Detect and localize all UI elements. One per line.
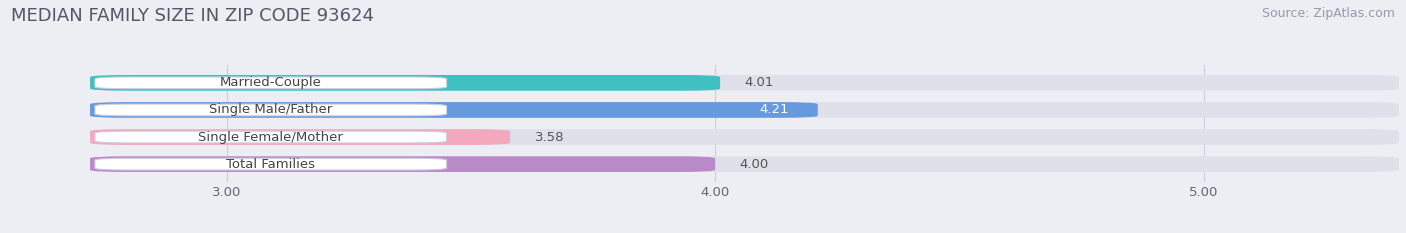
Text: 4.21: 4.21 [759, 103, 789, 116]
FancyBboxPatch shape [96, 131, 447, 143]
Text: Married-Couple: Married-Couple [219, 76, 322, 89]
Text: 4.00: 4.00 [740, 158, 769, 171]
Text: MEDIAN FAMILY SIZE IN ZIP CODE 93624: MEDIAN FAMILY SIZE IN ZIP CODE 93624 [11, 7, 374, 25]
Text: 3.58: 3.58 [534, 130, 564, 144]
FancyBboxPatch shape [90, 156, 716, 172]
Text: Total Families: Total Families [226, 158, 315, 171]
FancyBboxPatch shape [90, 156, 1399, 172]
FancyBboxPatch shape [90, 102, 1399, 118]
Text: 4.01: 4.01 [745, 76, 773, 89]
Text: Single Female/Mother: Single Female/Mother [198, 130, 343, 144]
FancyBboxPatch shape [90, 75, 1399, 91]
FancyBboxPatch shape [90, 129, 1399, 145]
FancyBboxPatch shape [96, 158, 447, 170]
FancyBboxPatch shape [90, 102, 818, 118]
Text: Single Male/Father: Single Male/Father [209, 103, 332, 116]
FancyBboxPatch shape [90, 129, 510, 145]
FancyBboxPatch shape [96, 104, 447, 116]
Text: Source: ZipAtlas.com: Source: ZipAtlas.com [1261, 7, 1395, 20]
FancyBboxPatch shape [90, 75, 720, 91]
FancyBboxPatch shape [96, 77, 447, 89]
